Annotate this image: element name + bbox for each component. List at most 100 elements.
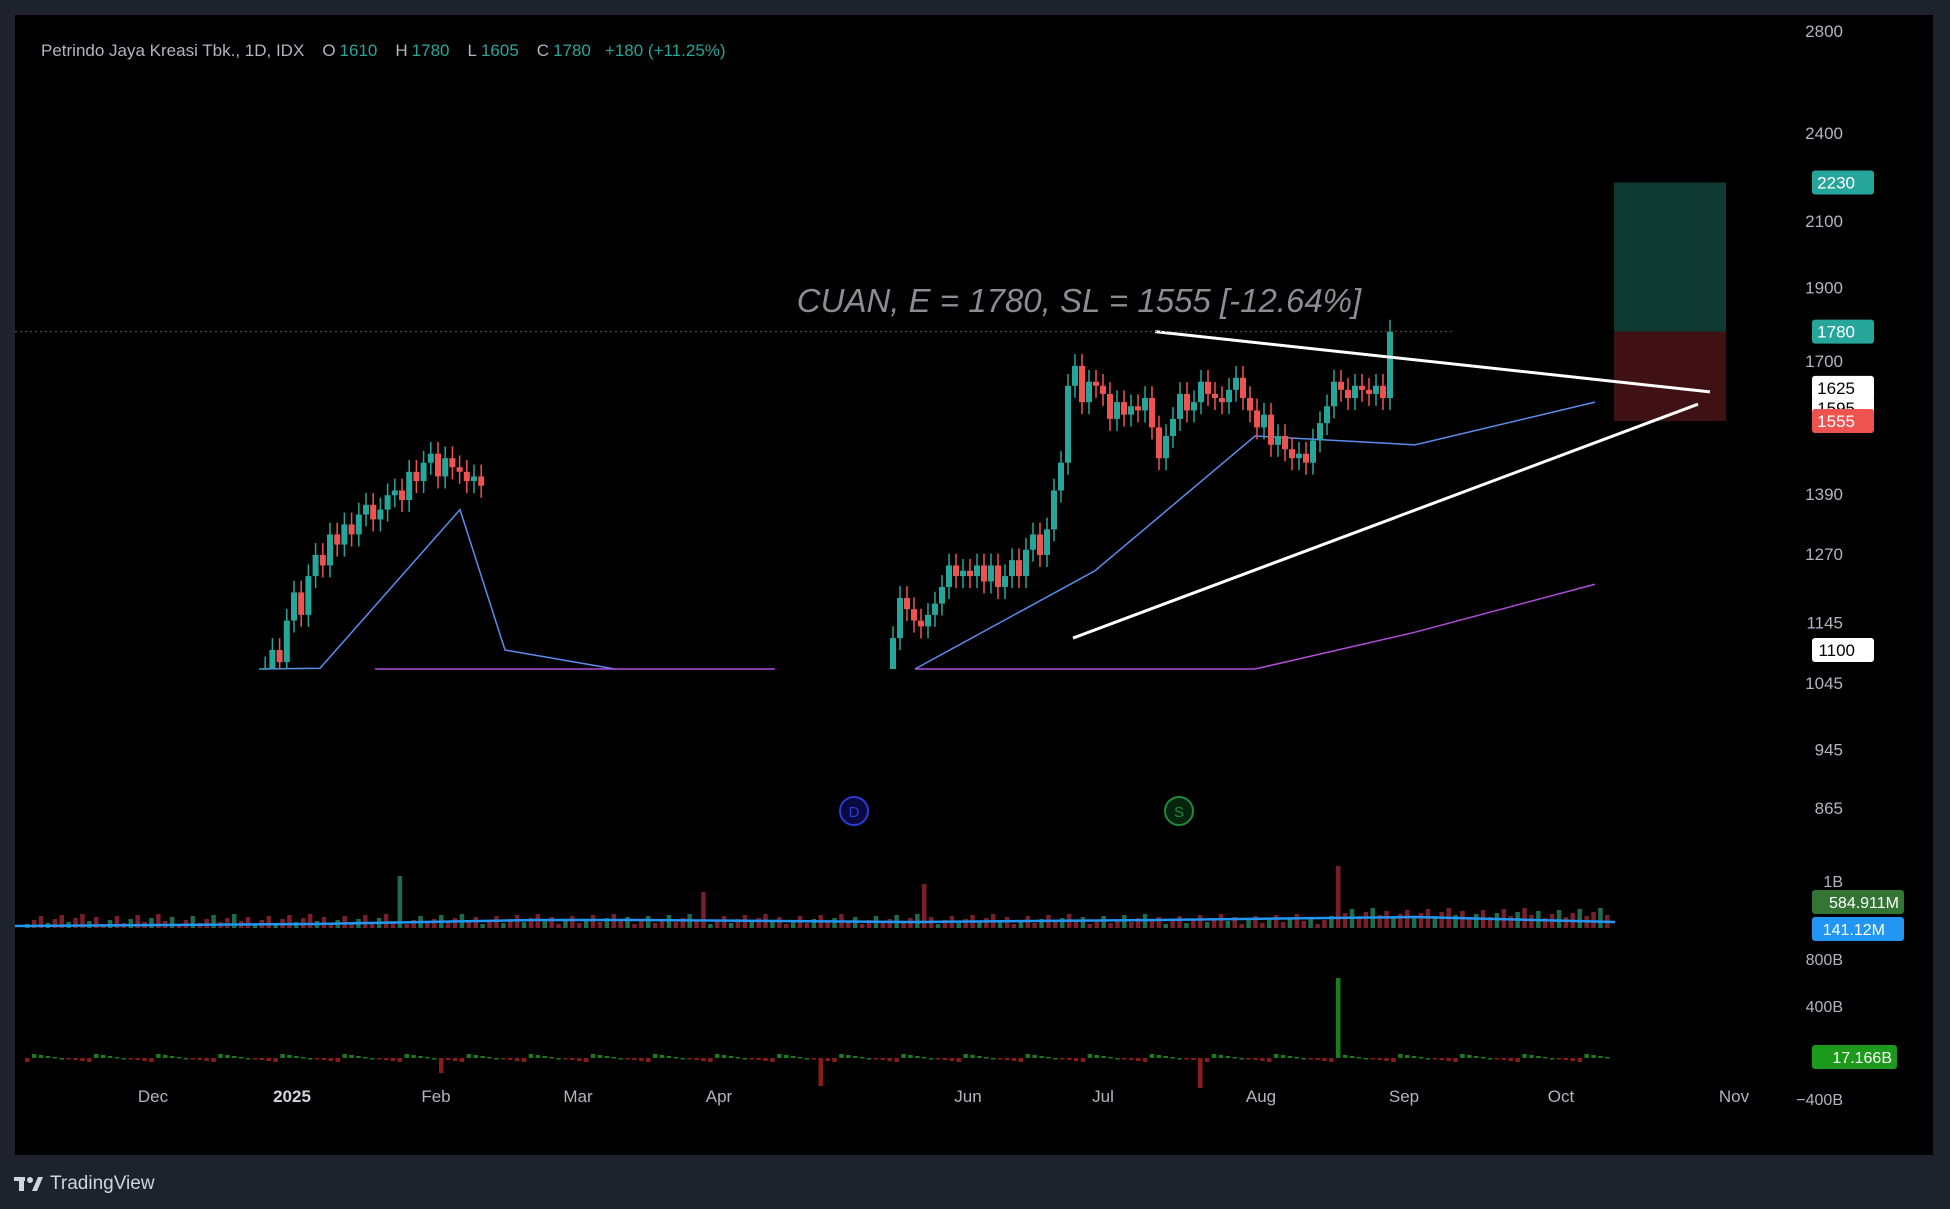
volume-bar (887, 919, 892, 928)
oscillator-bar (1260, 1058, 1265, 1061)
oscillator-bar (390, 1058, 396, 1061)
oscillator-bar (80, 1058, 85, 1061)
candle-seg1 (298, 580, 305, 627)
volume-bar (942, 920, 948, 928)
candle-seg2 (1079, 354, 1085, 415)
volume-bar (542, 921, 547, 928)
volume-bar (1508, 916, 1513, 928)
candle-body (269, 650, 276, 669)
oscillator-bar (211, 1058, 216, 1062)
oscillator-bar (328, 1058, 334, 1061)
candle-body (399, 490, 405, 500)
time-tick: 2025 (273, 1087, 311, 1106)
oscillator-axis-tick: −400B (1796, 1092, 1843, 1109)
oscillator-bar (169, 1056, 175, 1058)
oscillator-bar (1232, 1057, 1237, 1059)
price-label-text: 1780 (1817, 323, 1855, 342)
oscillator-bar (1508, 1058, 1513, 1061)
oscillator-bar (1439, 1058, 1444, 1060)
oscillator-bar (646, 1058, 651, 1062)
candle-body (291, 592, 297, 621)
footer-brand[interactable]: TradingView (14, 1170, 155, 1198)
oscillator-bar (1032, 1055, 1037, 1058)
oscillator-bar (1336, 978, 1341, 1058)
candle-seg2 (1149, 386, 1155, 440)
oscillator-bar (666, 1056, 672, 1058)
oscillator-bar (301, 1057, 306, 1059)
volume-bar (1163, 924, 1168, 928)
ema-slow-line-2 (915, 583, 1596, 670)
oscillator-bar (1198, 1058, 1203, 1088)
time-tick: Mar (563, 1087, 593, 1106)
oscillator-bar (1149, 1054, 1155, 1058)
time-tick: Feb (421, 1087, 450, 1106)
candle-body (1331, 381, 1337, 407)
oscillator-bar (977, 1056, 982, 1058)
oscillator-bar (1108, 1057, 1113, 1059)
candle-body (1016, 560, 1022, 577)
time-tick: Dec (138, 1087, 169, 1106)
oscillator-bar (790, 1056, 796, 1058)
volume-bar (411, 920, 416, 928)
candle-seg1 (262, 656, 269, 670)
oscillator-bar (514, 1058, 520, 1061)
oscillator-bar (411, 1055, 416, 1058)
candle-body (897, 597, 903, 639)
volume-bar (659, 919, 665, 928)
oscillator-bar (687, 1058, 692, 1060)
candle-body (1212, 393, 1218, 399)
candle-body (377, 509, 384, 520)
candle-body (911, 609, 917, 621)
candle-body (1191, 402, 1197, 411)
volume-bar (1184, 923, 1189, 928)
oscillator-bar (590, 1054, 596, 1058)
price-tick: 1270 (1805, 545, 1843, 564)
oscillator-bar (908, 1055, 913, 1058)
oscillator-bar (31, 1054, 37, 1058)
volume-bar (1411, 917, 1417, 928)
time-tick: Aug (1246, 1087, 1276, 1106)
dividend-marker-letter: D (849, 804, 860, 821)
volume-bar (445, 922, 451, 928)
split-marker-letter: S (1174, 804, 1184, 821)
price-tick: 2800 (1805, 22, 1843, 41)
volume-bar (577, 923, 582, 928)
oscillator-bar (611, 1057, 616, 1059)
price-label-bg (1812, 638, 1874, 662)
candle-seg2 (1037, 522, 1043, 567)
oscillator-bar (1253, 1058, 1258, 1060)
oscillator-bar (459, 1058, 465, 1062)
oscillator-bar (25, 1058, 30, 1062)
volume-bar (1156, 917, 1162, 928)
oscillator-bar (501, 1058, 506, 1060)
oscillator-bar (1411, 1056, 1417, 1058)
volume-bar (1356, 916, 1362, 928)
volume-bar (735, 919, 741, 928)
oscillator-bar (439, 1058, 444, 1073)
candle-seg2 (1380, 373, 1386, 411)
candle-body (1079, 365, 1085, 403)
volume-bar (1211, 918, 1217, 928)
candle-body (262, 668, 269, 670)
candle-body (355, 514, 362, 535)
oscillator-bar (866, 1058, 872, 1060)
oscillator-last-text: 17.166B (1832, 1050, 1892, 1067)
oscillator-bar (1087, 1054, 1093, 1058)
candle-body (1373, 385, 1379, 394)
candle-seg2 (1121, 390, 1127, 427)
candle-seg2 (1114, 390, 1120, 431)
candle-seg1 (377, 497, 384, 532)
volume-bar (1460, 911, 1465, 928)
oscillator-bar (1322, 1058, 1327, 1061)
oscillator-bar (1467, 1055, 1472, 1058)
oscillator-bar (570, 1058, 575, 1060)
candle-seg2 (918, 608, 924, 639)
oscillator-bar (425, 1057, 430, 1059)
volume-bar (1384, 911, 1389, 928)
candle-seg2 (1352, 373, 1358, 411)
volume-bar (1053, 922, 1058, 928)
candle-seg1 (283, 608, 290, 669)
candle-seg2 (904, 586, 910, 622)
